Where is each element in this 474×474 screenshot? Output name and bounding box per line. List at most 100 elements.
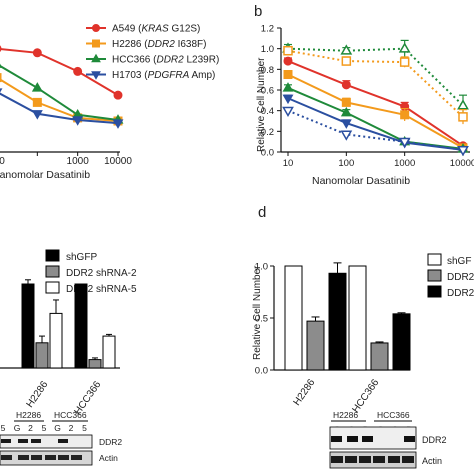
panel-d-blot-band (402, 456, 414, 463)
panel-d-y-tick-label: 0.5 (255, 314, 268, 325)
panel-b-series-line-6 (287, 109, 464, 151)
panel-a-x-tick-label: 10000 (104, 156, 132, 167)
panel-a-series-line-3 (0, 92, 119, 125)
panel-a-legend-label: A549 (KRAS G12S) (112, 24, 200, 35)
panel-d-blot-band-label: Actin (422, 456, 442, 466)
panel-b-y-tick-label: 1.2 (261, 24, 274, 35)
panel-b-y-tick-label: 0.8 (261, 65, 274, 76)
panel-b-y-axis-title: Relative Cell Number (256, 57, 267, 152)
panel-c-blot-band (18, 439, 28, 443)
panel-c-blot-band (31, 455, 42, 460)
panel-c-blot-band (18, 455, 29, 460)
panel-c-bar (74, 283, 88, 369)
panel-b-point-6-2 (398, 137, 411, 148)
panel-a-point-3-2 (72, 116, 84, 126)
panel-c-legend-label: DDR2 shRNA-2 (66, 268, 137, 279)
panel-c-legend-swatch (45, 281, 60, 294)
panel-b-x-tick-label: 100 (338, 158, 354, 169)
panel-c-blot-band (58, 455, 69, 460)
panel-d-legend-swatch (427, 253, 442, 266)
panel-b-y-tick-label: 0.2 (261, 127, 274, 138)
panel-a-point-3-1 (31, 110, 43, 120)
panel-d-blot-band (373, 456, 385, 463)
panel-c-blot-band (1, 439, 11, 443)
panel-c-blot-band (45, 455, 56, 460)
panel-a-x-tick-label: 1000 (67, 156, 90, 167)
panel-a-legend-label: H1703 (PDGFRA Amp) (112, 70, 215, 81)
panel-b-point-6-1 (340, 130, 353, 141)
panel-d-blot-band (331, 436, 342, 442)
panel-a-point-3-0 (0, 88, 3, 93)
panel-c-legend-swatch (45, 249, 60, 262)
panel-b-point-5-0 (282, 94, 294, 105)
panel-b-point-0-1 (340, 44, 353, 55)
panel-a-point-1-0 (0, 73, 2, 83)
panel-d-western-blot: H2286HCC366G2DG2DDDR2Actin (329, 410, 447, 469)
panel-b-x-tick-label: 10000 (450, 158, 474, 169)
panel-d-blot-band (345, 456, 357, 463)
panel-b-point-0-2 (398, 42, 411, 53)
panel-b-series-line-4 (287, 87, 464, 150)
panel-c-blot-band (58, 439, 68, 443)
panel-c-bar (21, 283, 35, 369)
panel-b-point-6-3 (457, 145, 469, 157)
panel-b-point-6-0 (282, 106, 294, 117)
panel-b: Relative Cell Number Nanomolar Dasatinib… (256, 24, 474, 188)
panel-d-bar (284, 265, 303, 371)
panel-c-blot-lane-label: 5 (1, 423, 6, 433)
panel-c-bar (88, 359, 102, 369)
panel-b-point-0-3 (457, 99, 469, 110)
panel-d-blot-band (362, 436, 373, 442)
panel-d-legend: shGF DDR2 DDR2 (427, 253, 474, 299)
panel-c-blot-lane-label: 5 (82, 423, 87, 433)
panel-a-point-2-1 (31, 82, 43, 92)
panel-c-blot-lane-label: G (54, 423, 61, 433)
panel-b-x-tick-label: 1000 (394, 158, 415, 169)
panel-c-blot-lane-label: 2 (69, 423, 74, 433)
panel-c-blot-ddr2-strip (0, 434, 93, 449)
panel-a-point-3-3 (112, 119, 124, 129)
panel-b-y-tick-label: 0.4 (261, 106, 274, 117)
panel-c-legend-label: DDR2 shRNA-5 (66, 284, 137, 295)
panel-a-series-line-2 (0, 64, 119, 121)
panel-d-legend-swatch (427, 285, 442, 298)
panel-c-blot-lane-label: G (14, 423, 21, 433)
panel-b-point-1-2 (399, 57, 410, 67)
panel-a-series-line-1 (0, 78, 119, 122)
panel-b-point-1-0 (283, 45, 293, 56)
panel-label-b: b (254, 3, 262, 20)
panel-d-category-label: H2286 (292, 377, 318, 408)
panel-a-point-0-3 (113, 90, 123, 100)
panel-c-blot-band (31, 439, 41, 443)
panel-d-bar (348, 265, 367, 371)
panel-d-blot-band (388, 456, 400, 463)
panel-d-y-tick-label: 0.0 (255, 366, 268, 377)
panel-c-blot-cell-line: H2286 (16, 410, 41, 420)
panel-d-blot-cell-line: H2286 (333, 410, 358, 420)
panel-b-point-4-1 (340, 106, 352, 117)
panel-d-blot-band (347, 436, 358, 442)
panel-a-legend-marker (91, 71, 101, 80)
panel-c-legend-swatch (45, 265, 60, 278)
panel-c-blot-band (1, 455, 12, 460)
panel-c-bar (35, 342, 49, 369)
panel-a-point-1-1 (32, 97, 42, 107)
panel-b-point-3-0 (283, 70, 293, 79)
panel-c-blot-cell-line: HCC366 (54, 410, 87, 420)
panel-c-legend: shGFP DDR2 shRNA-2 DDR2 shRNA-5 (45, 249, 137, 295)
panel-b-series-line-0 (287, 47, 464, 107)
panel-d-blot-band (331, 456, 343, 463)
panel-a: Nanomolar Dasatinib A549 (KRAS G12S) H228… (0, 24, 219, 181)
panel-b-point-1-3 (458, 112, 468, 122)
panel-c-category-label: HCC366 (72, 379, 103, 417)
panel-b-point-3-1 (341, 97, 351, 107)
panel-a-legend-marker (92, 24, 100, 32)
panel-d-bar (306, 320, 325, 371)
panel-b-point-5-1 (340, 119, 352, 129)
panel-b-series-line-2 (287, 60, 464, 147)
panel-b-point-3-2 (400, 110, 410, 120)
panel-c-blot-band (71, 455, 82, 460)
panel-b-y-tick-label: 0.0 (261, 148, 274, 159)
